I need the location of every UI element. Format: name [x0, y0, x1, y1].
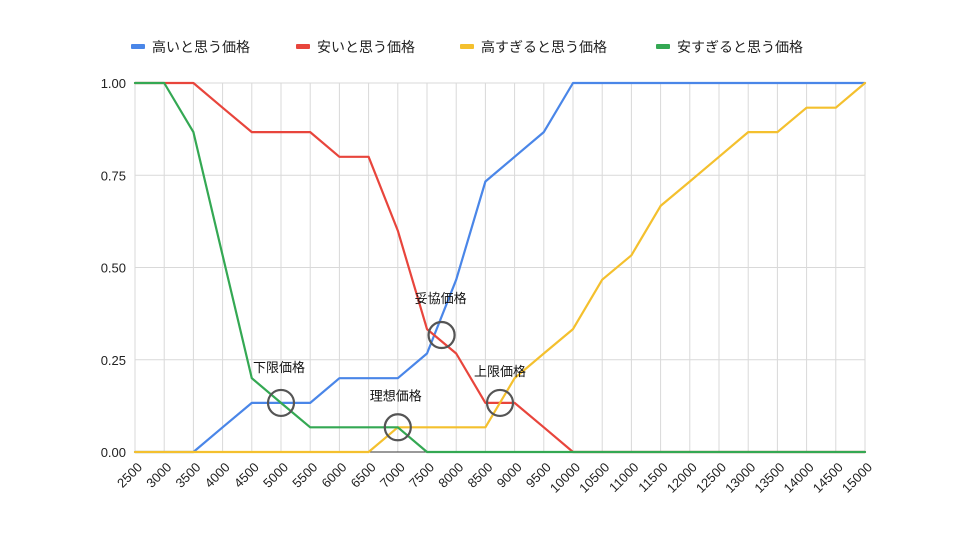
- y-tick-label: 0.50: [101, 261, 126, 276]
- legend-label: 高いと思う価格: [152, 39, 250, 56]
- y-tick-label: 1.00: [101, 76, 126, 91]
- annotation-label: 上限価格: [474, 364, 526, 380]
- legend-swatch: [460, 44, 474, 49]
- x-tick-label: 13500: [751, 460, 787, 496]
- x-tick-label: 11000: [606, 460, 641, 495]
- legend-swatch: [656, 44, 670, 49]
- y-tick-label: 0.00: [101, 445, 126, 460]
- annotation-circle: [383, 413, 412, 442]
- x-tick-label: 14500: [810, 460, 846, 496]
- series-line-3: [133, 81, 867, 454]
- legend-swatch: [131, 44, 145, 49]
- x-tick-label: 8000: [435, 460, 466, 491]
- x-tick-label: 12500: [693, 460, 729, 496]
- x-tick-label: 3500: [172, 460, 203, 491]
- x-tick-label: 3000: [143, 460, 174, 491]
- x-tick-label: 11500: [635, 460, 670, 495]
- legend-label: 安すぎると思う価格: [677, 40, 803, 56]
- x-tick-label: 4500: [231, 460, 262, 491]
- x-tick-label: 7000: [377, 460, 408, 491]
- x-tick-label: 6500: [348, 460, 379, 491]
- y-axis: 0.00 0.25 0.50 0.75 1.00: [101, 76, 126, 460]
- x-tick-label: 8500: [464, 460, 495, 491]
- annotation-circle: [485, 388, 515, 418]
- y-tick-label: 0.25: [101, 353, 126, 368]
- x-tick-label: 12000: [664, 460, 700, 496]
- series-line-1: [133, 81, 867, 454]
- x-tick-label: 9000: [494, 460, 525, 491]
- legend-label: 安いと思う価格: [317, 40, 415, 56]
- y-tick-label: 0.75: [101, 168, 126, 183]
- x-tick-label: 5000: [260, 460, 291, 491]
- series-lines: [133, 81, 867, 454]
- annotation-circle: [266, 388, 296, 418]
- x-tick-label: 14000: [781, 460, 817, 496]
- grid: [134, 82, 866, 453]
- series-line-4: [133, 81, 867, 454]
- x-tick-label: 2500: [114, 460, 145, 491]
- legend: 高いと思う価格 安いと思う価格 高すぎると思う価格 安すぎると思う価格: [131, 39, 803, 56]
- x-tick-label: 6000: [318, 460, 349, 491]
- annotation-label: 下限価格: [253, 360, 305, 376]
- annotation-circle: [427, 320, 456, 350]
- annotation-label: 理想価格: [370, 388, 422, 404]
- x-tick-label: 5500: [289, 460, 320, 491]
- x-tick-label: 7500: [406, 460, 437, 491]
- x-tick-label: 4000: [202, 460, 233, 491]
- legend-label: 高すぎると思う価格: [481, 39, 607, 56]
- x-tick-label: 10000: [547, 460, 583, 496]
- x-tick-label: 10500: [576, 460, 612, 496]
- annotation-label: 妥協価格: [415, 291, 467, 307]
- legend-swatch: [296, 44, 310, 49]
- x-axis: 2500300035004000450050005500600065007000…: [114, 460, 875, 496]
- x-tick-label: 15000: [839, 460, 875, 496]
- x-tick-label: 13000: [722, 460, 758, 496]
